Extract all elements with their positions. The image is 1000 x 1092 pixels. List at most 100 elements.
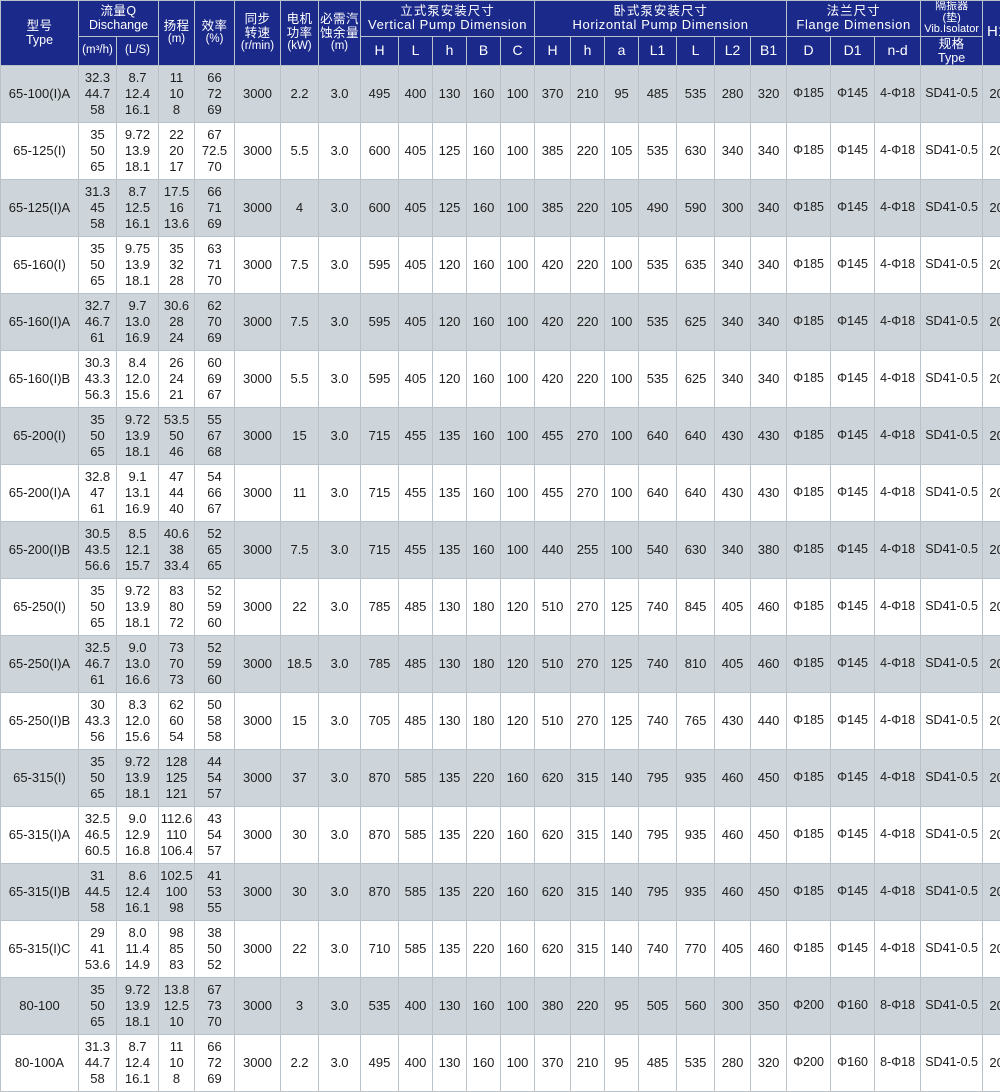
cell-eff: 63 71 70 [195,236,235,293]
cell-hB1: 430 [751,407,787,464]
cell-power: 11 [281,464,319,521]
cell-hH: 510 [535,635,571,692]
cell-hh: 210 [571,1034,605,1091]
cell-vB: 160 [467,521,501,578]
cell-hh: 220 [571,350,605,407]
cell-model: 65-200(I)B [1,521,79,578]
isolator-label-cn-1: 隔振器 [921,1,982,13]
cell-ha: 95 [605,65,639,122]
cell-fnd: 4-Φ18 [875,692,921,749]
cell-q_m3h: 30.3 43.3 56.3 [79,350,117,407]
col-header-horizontal-H: H [535,36,571,65]
cell-vC: 100 [501,521,535,578]
cell-hH: 420 [535,236,571,293]
cell-vh: 135 [433,920,467,977]
cell-vB: 160 [467,407,501,464]
cell-q_m3h: 31.3 44.7 58 [79,1034,117,1091]
cell-q_ls: 9.72 13.9 18.1 [117,122,159,179]
cell-hL1: 795 [639,749,677,806]
cell-vB: 180 [467,578,501,635]
cell-power: 3 [281,977,319,1034]
cell-vC: 120 [501,692,535,749]
cell-h1: 20 [983,407,1000,464]
cell-hL: 590 [677,179,715,236]
power-label-cn-1: 电机 [281,12,318,26]
cell-speed: 3000 [235,464,281,521]
cell-speed: 3000 [235,977,281,1034]
cell-vL: 585 [399,806,433,863]
cell-iso: SD41-0.5 [921,293,983,350]
cell-hB1: 340 [751,236,787,293]
cell-hB1: 380 [751,521,787,578]
cell-fD: Φ200 [787,977,831,1034]
cell-head: 62 60 54 [159,692,195,749]
speed-label-cn-1: 同步 [235,12,280,26]
cell-vh: 125 [433,122,467,179]
cell-vH: 715 [361,521,399,578]
cell-eff: 55 67 68 [195,407,235,464]
cell-hL2: 280 [715,1034,751,1091]
cell-vL: 585 [399,920,433,977]
cell-model: 65-160(I)B [1,350,79,407]
cell-eff: 60 69 67 [195,350,235,407]
cell-vh: 135 [433,806,467,863]
cell-hL2: 430 [715,407,751,464]
cell-h1: 20 [983,977,1000,1034]
cell-npsh: 3.0 [319,236,361,293]
cell-fD: Φ185 [787,350,831,407]
cell-fD1: Φ145 [831,179,875,236]
cell-ha: 100 [605,236,639,293]
cell-fD1: Φ145 [831,521,875,578]
cell-vH: 785 [361,635,399,692]
col-header-flange-group: 法兰尺寸 Flange Dimension [787,1,921,37]
cell-ha: 105 [605,122,639,179]
cell-vh: 130 [433,578,467,635]
cell-iso: SD41-0.5 [921,749,983,806]
cell-vH: 595 [361,350,399,407]
col-header-power: 电机 功率 (kW) [281,1,319,66]
cell-eff: 50 58 58 [195,692,235,749]
cell-fD1: Φ160 [831,977,875,1034]
cell-power: 5.5 [281,350,319,407]
cell-h1: 20 [983,920,1000,977]
cell-fD: Φ185 [787,65,831,122]
cell-q_m3h: 30.5 43.5 56.6 [79,521,117,578]
discharge-unit-ls: (L/S) [117,44,158,57]
vertical-label-cn: 立式泵安装尺寸 [361,4,534,18]
cell-model: 80-100 [1,977,79,1034]
cell-q_m3h: 35 50 65 [79,749,117,806]
cell-hh: 220 [571,236,605,293]
discharge-unit-m3h: (m³/h) [79,44,116,57]
col-header-efficiency: 效率 (%) [195,1,235,66]
cell-q_m3h: 35 50 65 [79,578,117,635]
cell-power: 7.5 [281,236,319,293]
col-header-vertical-H: H [361,36,399,65]
cell-hH: 440 [535,521,571,578]
cell-h1: 20 [983,1034,1000,1091]
cell-q_m3h: 35 50 65 [79,236,117,293]
cell-iso: SD41-0.5 [921,977,983,1034]
cell-npsh: 3.0 [319,521,361,578]
npsh-label-cn-2: 蚀余量 [319,26,360,40]
vertical-label-en: Vertical Pump Dimension [361,18,534,33]
cell-vH: 595 [361,236,399,293]
cell-model: 65-100(I)A [1,65,79,122]
cell-ha: 105 [605,179,639,236]
cell-power: 15 [281,407,319,464]
header-row-group: 型号 Type 流量Q Dischange 扬程 (m) 效率 (%) 同步 转… [1,1,1000,37]
cell-vh: 135 [433,521,467,578]
cell-vh: 130 [433,692,467,749]
cell-speed: 3000 [235,65,281,122]
cell-power: 37 [281,749,319,806]
cell-ha: 140 [605,920,639,977]
cell-fnd: 4-Φ18 [875,407,921,464]
cell-hL2: 460 [715,863,751,920]
cell-vC: 160 [501,806,535,863]
cell-h1: 20 [983,350,1000,407]
cell-model: 65-125(I)A [1,179,79,236]
cell-speed: 3000 [235,521,281,578]
cell-hh: 220 [571,179,605,236]
cell-eff: 52 59 60 [195,635,235,692]
